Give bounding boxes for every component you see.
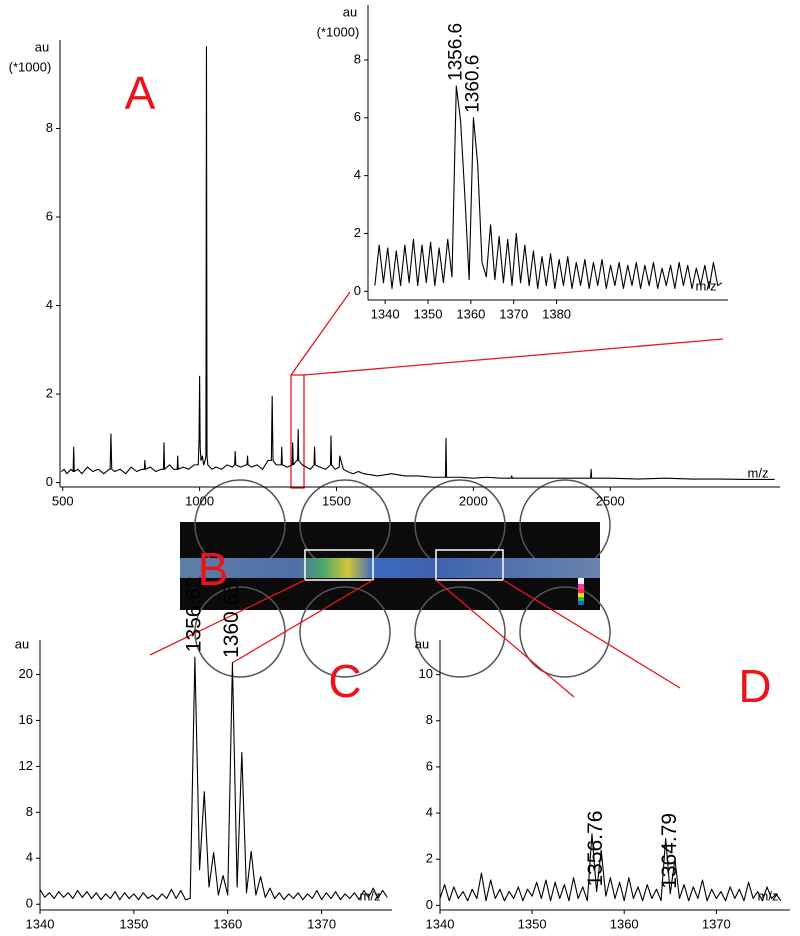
x-tick-label: 1500 [322, 493, 351, 508]
y-tick-label: 6 [354, 109, 361, 124]
y-tick-label: 2 [426, 851, 433, 866]
peak-label: 1360.6 [462, 55, 483, 113]
x-tick-label: 1370 [499, 306, 528, 321]
x-axis-label: m/z [748, 465, 769, 480]
y-tick-label: 8 [46, 120, 53, 135]
x-tick-label: 1350 [119, 916, 148, 931]
x-tick-label: 1370 [702, 916, 731, 931]
y-tick-label: 2 [46, 385, 53, 400]
y-tick-label: 4 [426, 805, 433, 820]
y-tick-label: 6 [46, 208, 53, 223]
y-axis-label: au [35, 39, 49, 54]
spectrum-line [39, 656, 388, 901]
x-axis-label: m/z [696, 278, 717, 293]
x-tick-label: 500 [52, 493, 74, 508]
y-axis-unit: (*1000) [9, 59, 52, 74]
x-tick-label: 1350 [518, 916, 547, 931]
peak-label: 1364.79 [658, 813, 681, 889]
y-tick-label: 0 [26, 896, 33, 911]
color-scale [578, 578, 584, 605]
y-tick-label: 0 [46, 474, 53, 489]
y-tick-label: 10 [419, 666, 433, 681]
y-tick-label: 0 [426, 897, 433, 912]
y-tick-label: 8 [426, 712, 433, 727]
peak-label: 1356.76 [584, 811, 607, 887]
x-tick-label: 1350 [414, 306, 443, 321]
x-tick-label: 1380 [542, 306, 571, 321]
panel-label: D [738, 660, 771, 712]
panel-label: A [125, 67, 156, 119]
y-tick-label: 4 [354, 167, 361, 182]
x-tick-label: 1360 [610, 916, 639, 931]
y-tick-label: 4 [26, 850, 33, 865]
roi-box [435, 549, 504, 581]
y-tick-label: 8 [26, 804, 33, 819]
y-axis-label: au [415, 636, 429, 651]
x-tick-label: 2000 [459, 493, 488, 508]
zoom-connectors [149, 291, 724, 698]
y-tick-label: 16 [19, 712, 33, 727]
y-tick-label: 0 [354, 283, 361, 298]
x-tick-label: 1360 [456, 306, 485, 321]
x-tick-label: 1340 [426, 916, 455, 931]
y-tick-label: 20 [19, 666, 33, 681]
x-tick-label: 1360 [213, 916, 242, 931]
x-tick-label: 1370 [307, 916, 336, 931]
x-tick-label: 1340 [26, 916, 55, 931]
panel-label: B [198, 543, 229, 595]
x-tick-label: 1340 [371, 306, 400, 321]
y-axis-unit: (*1000) [317, 24, 360, 39]
y-tick-label: 8 [354, 51, 361, 66]
spectrum-line [374, 85, 723, 289]
y-tick-label: 2 [354, 225, 361, 240]
x-tick-label: 1000 [185, 493, 214, 508]
peak-label: 1360.65 [220, 582, 243, 658]
roi-box [304, 549, 374, 581]
y-tick-label: 12 [19, 758, 33, 773]
y-tick-label: 6 [426, 758, 433, 773]
peak-label: 1356.6 [445, 23, 466, 81]
peak-label: 1356.62 [182, 576, 205, 652]
panel-label: C [328, 655, 361, 707]
x-tick-label: 2500 [596, 493, 625, 508]
spectrum-line [439, 833, 782, 902]
spectrum-line [61, 46, 775, 481]
y-axis-label: au [343, 4, 357, 19]
image-panel: B [180, 479, 611, 678]
y-axis-label: au [15, 636, 29, 651]
tissue-strip [180, 558, 600, 578]
y-tick-label: 4 [46, 297, 53, 312]
